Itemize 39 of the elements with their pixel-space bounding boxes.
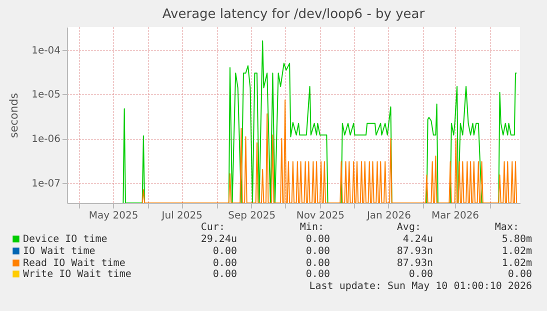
text: Avg: — [396, 222, 421, 233]
text: 5.80m — [502, 234, 532, 245]
legend-label: Device IO time — [23, 234, 108, 245]
y-tick-label: 1e-04 — [32, 45, 60, 56]
text: Min: — [300, 222, 324, 233]
text: 0.00 — [306, 234, 330, 245]
text: 0.00 — [408, 269, 433, 280]
legend-label: Read IO Wait time — [23, 258, 126, 269]
text: 0.00 — [212, 258, 237, 269]
text: 1.02m — [502, 258, 532, 269]
text: Max: — [494, 222, 519, 233]
y-tick-label: 1e-06 — [32, 134, 60, 146]
x-tick-label: Jan 2026 — [366, 210, 412, 222]
line-series — [142, 100, 518, 203]
x-tick-label: May 2025 — [88, 210, 138, 222]
y-tick-label: 1e-05 — [32, 90, 60, 101]
text: Cur: — [200, 222, 225, 233]
text: 87.93n — [396, 246, 433, 257]
text: Last update: Sun May 10 01:00:10 2026 — [309, 281, 532, 292]
text: 1.02m — [502, 246, 532, 257]
y-tick-label: 1e-07 — [32, 178, 60, 190]
text: 0.00 — [306, 246, 330, 257]
text: 0.00 — [306, 258, 330, 269]
y-axis-title: seconds — [8, 92, 21, 138]
x-tick-label: Jul 2025 — [160, 210, 203, 222]
text: 29.24u — [200, 234, 237, 245]
text: 0.00 — [306, 269, 330, 280]
text: 0.00 — [508, 269, 532, 280]
text: 0.00 — [212, 246, 237, 257]
text: 0.00 — [212, 269, 237, 280]
text: 4.24u — [402, 234, 433, 245]
x-tick-label: Mar 2026 — [432, 210, 480, 222]
text: 87.93n — [396, 258, 433, 269]
chart-title: Average latency for /dev/loop6 - by year — [162, 7, 426, 22]
line-series — [122, 40, 518, 203]
legend-label: Write IO Wait time — [23, 269, 132, 280]
x-tick-label: Nov 2025 — [296, 210, 344, 222]
legend-label: IO Wait time — [23, 246, 96, 257]
x-tick-label: Sep 2025 — [228, 210, 276, 222]
